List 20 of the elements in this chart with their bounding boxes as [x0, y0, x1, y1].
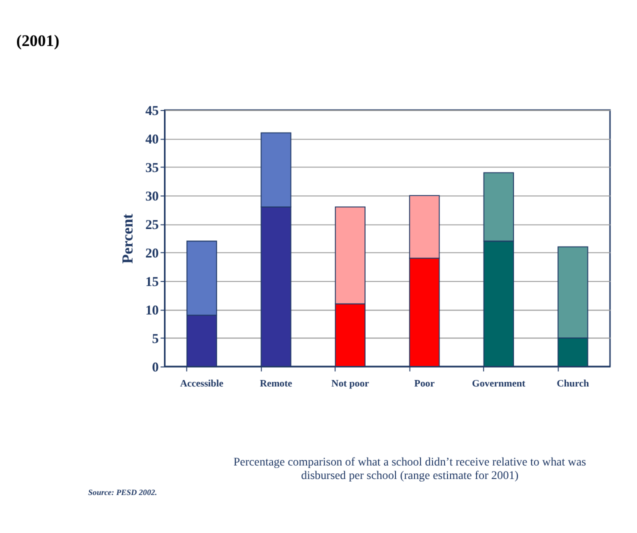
y-tick-label: 40 [145, 131, 160, 146]
y-axis-title: Percent [120, 212, 137, 264]
source-note: Source: PESD 2002. [88, 488, 158, 498]
y-tick-label: 35 [145, 160, 160, 175]
y-tick-label: 5 [152, 330, 160, 346]
text: Percentage comparison of what a school didn’t receive relative to what was disbursed per school (range estimate for 2001) [234, 455, 587, 482]
y-tick-label: 0 [152, 359, 160, 374]
y-tick-label: 10 [145, 302, 160, 318]
x-tick-label: Not poor [331, 378, 370, 390]
y-tick-label: 20 [145, 245, 160, 260]
x-tick-label: Accessible [180, 378, 224, 390]
y-tick-label: 45 [145, 103, 160, 118]
x-tick-label: Poor [414, 378, 436, 390]
y-tick-label: 25 [145, 216, 160, 232]
x-tick-label: Remote [260, 378, 293, 390]
x-tick-label: Church [556, 378, 590, 390]
chart-title: (2001) [16, 32, 60, 50]
x-tick-label: Government [472, 378, 526, 390]
y-tick-label: 30 [145, 188, 160, 204]
y-tick-label: 15 [145, 274, 160, 289]
